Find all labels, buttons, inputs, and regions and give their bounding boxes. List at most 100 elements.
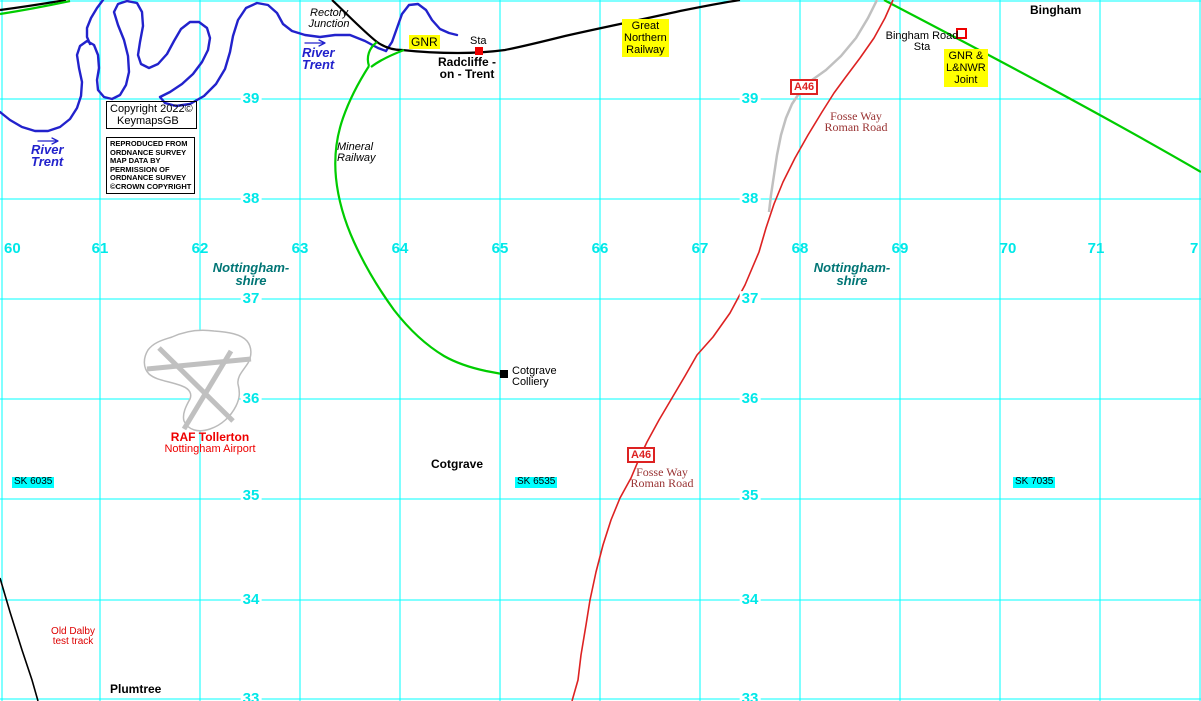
mineral-line: Railway [337, 152, 376, 164]
flow-arrow-north [304, 39, 326, 47]
junction-leg-east [370, 48, 405, 68]
a46-badge-south: A46 [627, 447, 656, 463]
junction-leg-west [366, 41, 378, 67]
os-notice-line: REPRODUCED FROM [110, 139, 188, 148]
os-notice-line: ORDNANCE SURVEY [110, 173, 187, 182]
gnr-line: Northern [624, 32, 667, 44]
joint-line: L&NWR [946, 62, 986, 74]
grid-row-36-left: 36 [240, 390, 262, 408]
os-notice-line: MAP DATA BY [110, 156, 161, 165]
mineral-railway-label: Mineral Railway [337, 142, 376, 164]
sk6535-badge: SK 6535 [515, 476, 558, 488]
grid-col-61: 61 [91, 240, 109, 258]
railway-nw-stub [0, 0, 67, 12]
bingham-label: Bingham [1030, 3, 1082, 17]
grid-row-33-left: 33 [240, 691, 262, 701]
mineral-line: Mineral [337, 141, 374, 153]
bingham-road-line: Bingham Road [885, 30, 959, 42]
radcliffe-on-trent-label: Radcliffe - on - Trent [432, 56, 502, 80]
raf-tollerton-label: RAF Tollerton Nottingham Airport [160, 431, 260, 455]
green-railways [0, 0, 1201, 376]
copyright-box: Copyright 2022© KeymapsGB [106, 101, 197, 129]
county-line: shire [235, 273, 267, 288]
fosse-line: Roman Road [630, 476, 694, 490]
os-notice-line: ©CROWN COPYRIGHT [110, 181, 192, 191]
county-line: Nottingham- [212, 260, 290, 275]
green-nw-stub [0, 0, 71, 16]
grid-col-71: 71 [1087, 240, 1105, 258]
river-trent [0, 0, 459, 145]
river-main [0, 0, 388, 133]
fosse-way-label-north: Fosse Way Roman Road [820, 109, 892, 133]
fosse-way-label-south: Fosse Way Roman Road [622, 465, 702, 490]
fosse-line: Fosse Way [636, 465, 688, 479]
colliery-line: Colliery [512, 376, 549, 388]
grey-road [767, 0, 879, 213]
rectory-junction-label: Rectory Junction [300, 8, 358, 30]
county-line: Nottingham- [813, 260, 891, 275]
county-label-east: Nottingham- shire [806, 261, 898, 287]
joint-line: Joint [954, 74, 978, 86]
a46-badge-north: A46 [790, 79, 819, 95]
gnr-lnwr-joint-line [883, 0, 1201, 173]
bingham-road-line: Sta [913, 41, 931, 53]
radcliffe-line: Radcliffe - [437, 55, 496, 69]
os-notice-box: REPRODUCED FROM ORDNANCE SURVEY MAP DATA… [106, 137, 196, 194]
grid-row-37-right: 37 [739, 290, 761, 308]
cotgrave-colliery-marker [500, 370, 508, 378]
grid-col-63: 63 [291, 240, 309, 258]
grid-row-37-left: 37 [240, 290, 262, 308]
plumtree-label: Plumtree [110, 682, 162, 696]
cotgrave-colliery-label: Cotgrave Colliery [512, 366, 557, 388]
grid-row-39-left: 39 [240, 90, 262, 108]
river-label-line: River [31, 142, 64, 157]
old-dalby-test-track-line [0, 577, 39, 701]
a46-roman-road [571, 0, 894, 701]
radcliffe-line: on - Trent [439, 67, 495, 81]
old-dalby-line: test track [52, 636, 94, 647]
copyright-line1: Copyright 2022© [110, 103, 193, 115]
flow-arrow-west [37, 137, 59, 145]
rectory-line: Rectory [310, 7, 348, 19]
os-notice-line: ORDNANCE SURVEY [110, 147, 187, 157]
grid-col-72: 7 [1190, 240, 1199, 258]
river-label-line: Trent [302, 57, 335, 72]
copyright-line2: KeymapsGB [117, 115, 179, 127]
airfield-perimeter [143, 329, 252, 432]
fosse-line: Fosse Way [830, 109, 882, 123]
sk7035-badge: SK 7035 [1013, 476, 1056, 488]
grid-col-68: 68 [791, 240, 809, 258]
river-trent-label-west: River Trent [31, 142, 64, 168]
river-label-line: River [302, 45, 335, 60]
joint-line: GNR & [948, 50, 984, 62]
gnr-railway [0, 0, 741, 55]
grid-row-35-right: 35 [739, 487, 761, 505]
grid-col-70: 70 [999, 240, 1017, 258]
grid-row-39-right: 39 [739, 90, 761, 108]
rectory-line: Junction [308, 18, 350, 30]
gnr-badge: GNR [409, 35, 440, 49]
grid-col-65: 65 [491, 240, 509, 258]
runways [146, 346, 252, 431]
grid-row-38-right: 38 [739, 190, 761, 208]
great-northern-railway-label: Great Northern Railway [622, 19, 669, 57]
old-dalby-line: Old Dalby [51, 626, 95, 637]
radcliffe-sta-label: Sta [470, 35, 487, 47]
old-dalby-test-track-label: Old Dalby test track [44, 627, 102, 647]
grid-col-66: 66 [591, 240, 609, 258]
cotgrave-label: Cotgrave [431, 457, 484, 471]
grid-col-64: 64 [391, 240, 409, 258]
grid-row-33-right: 33 [739, 691, 761, 701]
river-north-arm [85, 0, 105, 46]
raf-line: RAF Tollerton [170, 430, 250, 444]
gnr-lnwr-joint-label: GNR & L&NWR Joint [944, 49, 988, 87]
gnr-line: Great [631, 20, 660, 32]
county-label-west: Nottingham- shire [205, 261, 297, 287]
river-east [384, 2, 459, 53]
mineral-railway-line [334, 65, 503, 376]
bingham-road-station-marker [956, 28, 967, 39]
railway-main [331, 0, 741, 55]
